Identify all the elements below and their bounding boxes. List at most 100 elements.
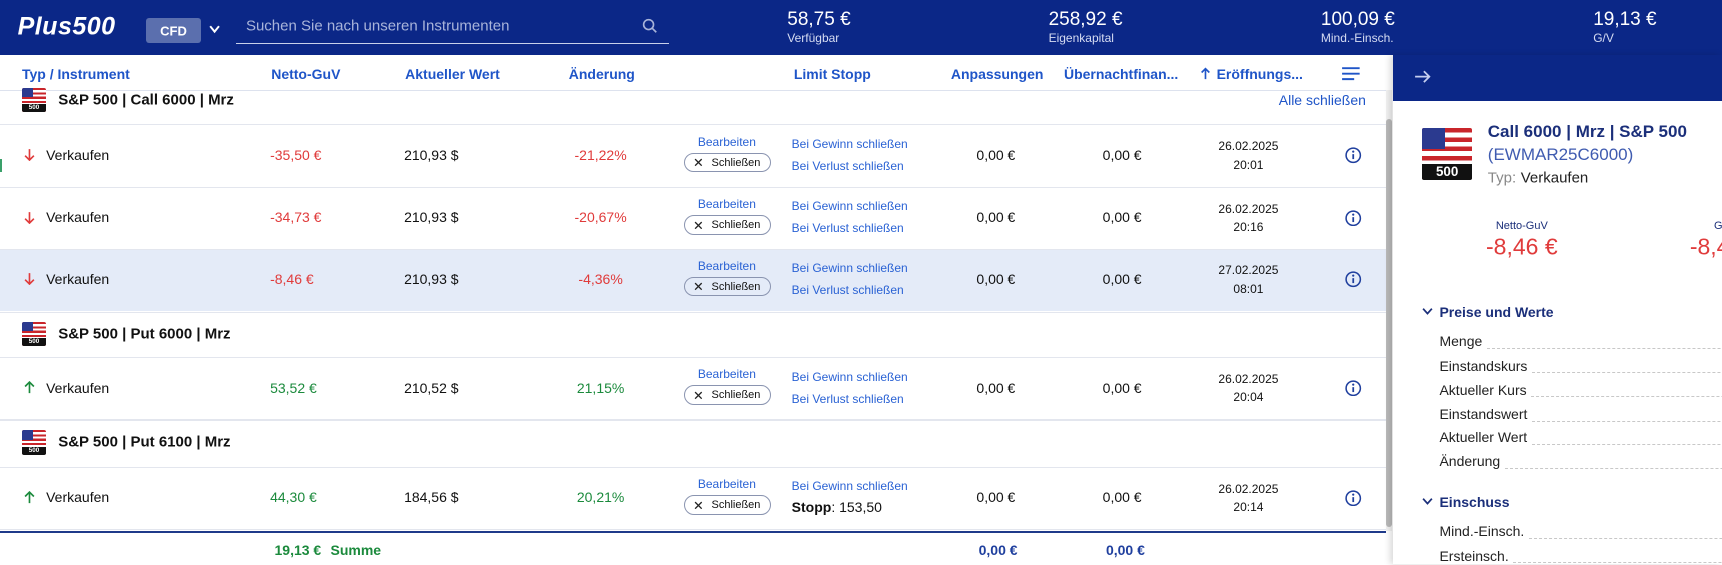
- edit-link[interactable]: Bearbeiten: [697, 197, 756, 212]
- adjustments: 0,00 €: [976, 209, 1016, 226]
- row-divider: [0, 419, 1386, 421]
- stop-loss-link[interactable]: Bei Verlust schließen: [791, 221, 904, 236]
- overnight-fee: 0,00 €: [1102, 379, 1142, 396]
- mode-button[interactable]: [146, 17, 201, 43]
- column-header[interactable]: Anpassungen: [950, 65, 1044, 82]
- search-placeholder: Suchen Sie nach unseren Instrumenten: [245, 17, 510, 35]
- flag-label: 500: [1421, 163, 1473, 181]
- direction-arrow: [24, 211, 35, 224]
- column-menu[interactable]: [1341, 66, 1361, 81]
- row-divider: [0, 124, 1386, 126]
- open-date: 26.02.2025: [1218, 139, 1279, 154]
- close-button[interactable]: [684, 495, 771, 515]
- scrollbar-thumb[interactable]: [1385, 118, 1393, 528]
- direction-arrow: [24, 273, 35, 286]
- section-chevron[interactable]: [1422, 497, 1433, 506]
- column-header[interactable]: Eröffnungs...: [1216, 65, 1303, 82]
- direction-arrow: [24, 490, 35, 503]
- close-label: Schließen: [711, 499, 761, 512]
- row-divider: [0, 529, 1386, 531]
- info-icon[interactable]: [1345, 147, 1362, 164]
- detail-label: Einstandskurs: [1439, 357, 1528, 374]
- info-icon[interactable]: [1345, 271, 1362, 288]
- flag: 500: [21, 321, 47, 346]
- column-header[interactable]: Änderung: [568, 65, 635, 82]
- info-icon[interactable]: [1345, 210, 1362, 226]
- stat-label: Eigenkapital: [1048, 31, 1114, 46]
- stop-loss-link[interactable]: Bei Verlust schließen: [791, 282, 904, 297]
- flag: 500: [21, 87, 47, 112]
- detail-leader: [1504, 467, 1722, 469]
- net-pl: -35,50 €: [270, 146, 322, 163]
- edit-link[interactable]: Bearbeiten: [697, 134, 756, 149]
- panel-title: Call 6000 | Mrz | S&P 500: [1487, 121, 1687, 141]
- net-pl: 44,30 €: [270, 489, 317, 506]
- edit-link[interactable]: Bearbeiten: [697, 477, 756, 492]
- flag: 500: [1421, 128, 1473, 181]
- footer-rule: [0, 531, 1386, 534]
- take-profit-link[interactable]: Bei Gewinn schließen: [791, 369, 908, 384]
- column-header[interactable]: Aktueller Wert: [405, 65, 500, 82]
- trade-side: Verkaufen: [46, 270, 110, 287]
- total-adjustments: 0,00 €: [978, 542, 1018, 559]
- open-time: 20:14: [1233, 500, 1264, 515]
- metric-value: -8,4: [1689, 233, 1722, 260]
- close-button[interactable]: [684, 152, 771, 173]
- detail-label: Änderung: [1439, 453, 1501, 470]
- direction-arrow: [24, 381, 35, 394]
- overnight-fee: 0,00 €: [1102, 146, 1142, 163]
- take-profit-link[interactable]: Bei Gewinn schließen: [791, 479, 908, 494]
- left-accent: [0, 159, 3, 173]
- section-title[interactable]: Einschuss: [1439, 493, 1510, 510]
- instrument-title[interactable]: S&P 500 | Put 6100 | Mrz: [58, 433, 231, 451]
- adjustments: 0,00 €: [976, 146, 1016, 163]
- instrument-title[interactable]: S&P 500 | Call 6000 | Mrz: [58, 91, 234, 109]
- section-title[interactable]: Preise und Werte: [1439, 303, 1554, 320]
- stop-loss-link[interactable]: Bei Verlust schließen: [791, 391, 904, 406]
- trade-side: Verkaufen: [46, 489, 110, 506]
- stat-label: Mind.-Einsch.: [1320, 31, 1394, 46]
- take-profit-link[interactable]: Bei Gewinn schließen: [791, 260, 908, 275]
- total-label: Summe: [330, 542, 382, 559]
- row-divider: [0, 311, 1386, 313]
- detail-label: Menge: [1439, 333, 1483, 350]
- column-header[interactable]: Limit Stopp: [793, 65, 871, 82]
- total-overnight: 0,00 €: [1105, 542, 1145, 559]
- info-icon[interactable]: [1345, 490, 1362, 506]
- flag: 500: [21, 430, 47, 455]
- column-header[interactable]: Typ / Instrument: [21, 65, 130, 82]
- stat-value: 100,09 €: [1320, 8, 1395, 30]
- column-header[interactable]: Übernachtfinan...: [1063, 65, 1179, 82]
- stop-loss-link[interactable]: Bei Verlust schließen: [791, 158, 904, 173]
- open-date: 26.02.2025: [1218, 201, 1279, 216]
- panel-collapse[interactable]: [1414, 69, 1432, 84]
- trade-side: Verkaufen: [46, 146, 110, 163]
- close-button[interactable]: [684, 276, 771, 297]
- close-button[interactable]: [684, 385, 771, 406]
- edit-link[interactable]: Bearbeiten: [697, 258, 756, 273]
- mode-chevron[interactable]: [208, 24, 221, 35]
- detail-label: Einstandswert: [1439, 405, 1528, 422]
- flag-canton: [21, 321, 33, 332]
- edit-link[interactable]: Bearbeiten: [697, 367, 756, 382]
- detail-label: Aktueller Wert: [1439, 429, 1528, 445]
- close-all-link[interactable]: Alle schließen: [1278, 91, 1366, 108]
- close-x: [694, 158, 703, 167]
- flag-label: 500: [21, 104, 47, 112]
- column-header[interactable]: Netto-GuV: [271, 65, 341, 82]
- section-chevron[interactable]: [1422, 307, 1433, 316]
- take-profit-link[interactable]: Bei Gewinn schließen: [791, 199, 908, 214]
- close-button[interactable]: [684, 215, 771, 235]
- search-box[interactable]: [236, 11, 669, 44]
- trade-side: Verkaufen: [46, 209, 110, 226]
- flag-label: 500: [21, 338, 47, 346]
- instrument-title[interactable]: S&P 500 | Put 6000 | Mrz: [58, 325, 231, 343]
- take-profit-link[interactable]: Bei Gewinn schließen: [791, 136, 908, 151]
- info-icon[interactable]: [1345, 380, 1362, 397]
- net-pl: -34,73 €: [270, 209, 322, 226]
- logo[interactable]: Plus500: [17, 12, 116, 41]
- current-value: 210,52 $: [404, 379, 459, 396]
- change: -20,67%: [574, 209, 627, 226]
- open-time: 20:04: [1233, 390, 1264, 405]
- stat-value: 258,92 €: [1048, 8, 1123, 30]
